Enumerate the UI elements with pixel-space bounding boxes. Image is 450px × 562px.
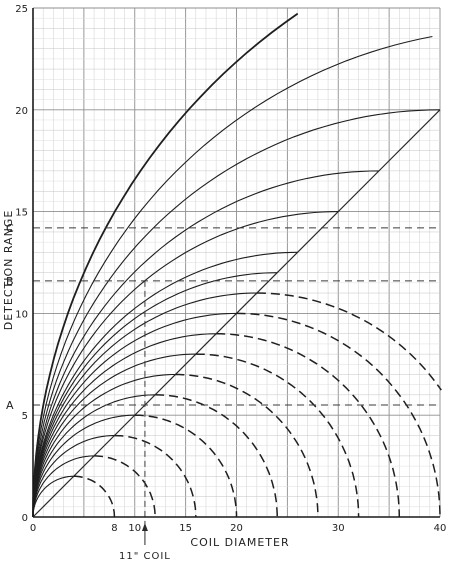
marker-label: A xyxy=(6,399,15,412)
x-tick-label: 10 xyxy=(128,523,141,534)
range-curve-dashed xyxy=(256,292,442,391)
y-tick-label: 5 xyxy=(22,411,28,422)
range-curve-rising xyxy=(32,109,441,518)
range-curve-rising xyxy=(32,211,339,518)
graph-paper-grid xyxy=(32,7,441,518)
x-tick-label: 8 xyxy=(111,523,117,534)
range-curve-dashed xyxy=(195,353,360,518)
marker-label: B xyxy=(6,275,15,288)
range-curve-dashed xyxy=(175,373,319,517)
x-axis-title: COIL DIAMETER xyxy=(190,536,289,549)
range-curve-rising xyxy=(32,251,298,518)
range-curve-dashed xyxy=(155,394,278,517)
range-curve-dashed xyxy=(73,475,116,517)
x-tick-label: 30 xyxy=(332,523,345,534)
y-tick-label: 15 xyxy=(15,208,28,219)
range-curve-dashed xyxy=(216,333,401,518)
marker-layer: A B C 11" COIL xyxy=(6,222,440,562)
axis-layer: 0 8 10 15 20 30 40 0 5 10 15 20 25 xyxy=(15,4,446,534)
range-curve-rising xyxy=(32,292,257,518)
range-curve-rising xyxy=(32,12,299,518)
x-tick-label: 15 xyxy=(179,523,192,534)
coil-arrow-head xyxy=(141,523,148,531)
x-tick-label: 0 xyxy=(30,523,36,534)
y-tick-label: 10 xyxy=(15,309,28,320)
range-curve-rising xyxy=(32,414,135,517)
y-tick-label: 20 xyxy=(15,106,28,117)
range-curve-rising xyxy=(32,394,156,517)
range-curve-rising xyxy=(32,373,176,517)
coil-annotation-label: 11" COIL xyxy=(119,551,171,562)
y-axis-title: DETECTION RANGE xyxy=(2,210,15,331)
y-tick-label: 0 xyxy=(22,513,28,524)
range-curve-dashed xyxy=(94,455,156,517)
marker-label: C xyxy=(6,222,15,235)
range-curve-dashed xyxy=(236,312,441,518)
range-curve-rising xyxy=(32,312,237,518)
range-curve-rising xyxy=(32,170,379,518)
range-curve-rising xyxy=(32,333,217,518)
range-curve-rising xyxy=(32,435,115,517)
curve-layer xyxy=(32,12,442,518)
x-tick-label: 40 xyxy=(434,523,447,534)
label-layer: COIL DIAMETER DETECTION RANGE xyxy=(2,210,289,549)
range-curve-dashed xyxy=(134,414,238,517)
range-curve-dashed xyxy=(114,434,197,517)
y-tick-label: 25 xyxy=(15,4,28,15)
x-tick-label: 20 xyxy=(230,523,243,534)
